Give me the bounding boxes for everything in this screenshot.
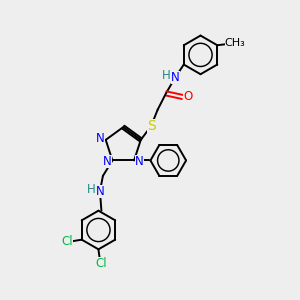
Text: CH₃: CH₃ <box>225 38 245 48</box>
Text: N: N <box>103 155 112 168</box>
Text: H: H <box>162 69 171 82</box>
Text: N: N <box>135 155 143 168</box>
Text: H: H <box>87 183 95 196</box>
Text: S: S <box>147 119 155 133</box>
Text: N: N <box>96 133 105 146</box>
Text: Cl: Cl <box>96 257 107 270</box>
Text: O: O <box>183 90 192 104</box>
Text: N: N <box>171 70 180 83</box>
Text: N: N <box>96 185 104 198</box>
Text: Cl: Cl <box>61 235 73 248</box>
